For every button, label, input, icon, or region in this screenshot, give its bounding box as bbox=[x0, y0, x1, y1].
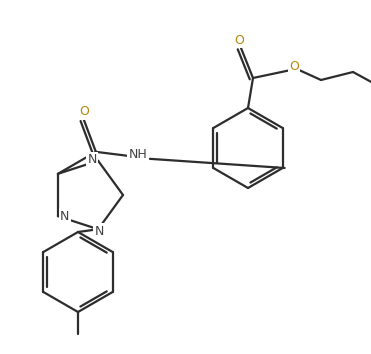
Text: N: N bbox=[95, 225, 104, 238]
Text: O: O bbox=[234, 34, 244, 46]
Text: O: O bbox=[289, 61, 299, 74]
Text: N: N bbox=[88, 153, 97, 166]
Text: NH: NH bbox=[128, 148, 147, 161]
Text: O: O bbox=[79, 105, 89, 118]
Text: N: N bbox=[60, 210, 69, 223]
